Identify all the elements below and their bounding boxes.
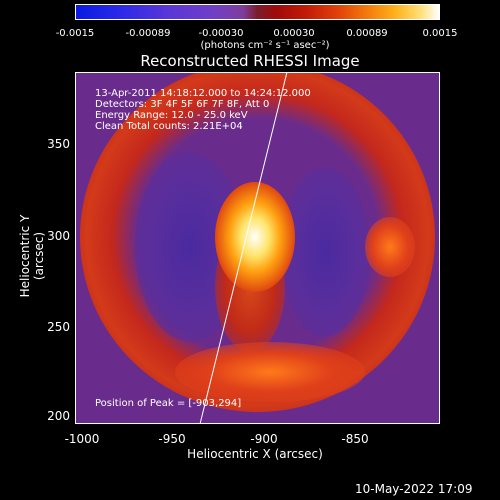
side-source bbox=[365, 217, 415, 277]
y-tick: 200 bbox=[47, 409, 70, 423]
y-tick: 350 bbox=[47, 137, 70, 151]
x-tick: -1000 bbox=[64, 432, 100, 446]
colorbar-tick: -0.0015 bbox=[55, 28, 95, 39]
datestamp: 10-May-2022 17:09 bbox=[355, 482, 473, 496]
image-title: Reconstructed RHESSI Image bbox=[140, 52, 360, 70]
peak-position: Position of Peak = [-903,294] bbox=[95, 398, 242, 409]
right-lobe bbox=[280, 167, 370, 337]
colorbar-units: (photons cm⁻² s⁻¹ asec⁻²) bbox=[200, 40, 330, 51]
time-range: 13-Apr-2011 14:18:12.000 to 14:24:12.000 bbox=[95, 88, 311, 99]
colorbar-tick: 0.0015 bbox=[422, 28, 458, 39]
x-tick: -950 bbox=[158, 432, 186, 446]
x-tick: -850 bbox=[341, 432, 369, 446]
solar-limb-line bbox=[199, 72, 288, 424]
colorbar-tick: 0.00030 bbox=[273, 28, 315, 39]
x-tick: -900 bbox=[250, 432, 278, 446]
colorbar-tick: -0.00030 bbox=[198, 28, 244, 39]
lower-band bbox=[175, 342, 365, 402]
colorbar-tick: -0.00089 bbox=[125, 28, 171, 39]
rhessi-image: 13-Apr-2011 14:18:12.000 to 14:24:12.000… bbox=[75, 72, 440, 424]
plot-frame bbox=[75, 72, 440, 424]
detectors: Detectors: 3F 4F 5F 6F 7F 8F, Att 0 bbox=[95, 99, 270, 110]
y-axis-label: Heliocentric Y (arcsec) bbox=[18, 214, 46, 298]
y-tick: 300 bbox=[47, 229, 70, 243]
colorbar bbox=[75, 4, 440, 20]
energy-range: Energy Range: 12.0 - 25.0 keV bbox=[95, 110, 248, 121]
clean-counts: Clean Total counts: 2.21E+04 bbox=[95, 121, 243, 132]
colorbar-tick: 0.00089 bbox=[346, 28, 388, 39]
y-tick: 250 bbox=[47, 320, 70, 334]
x-axis-label: Heliocentric X (arcsec) bbox=[187, 447, 323, 461]
